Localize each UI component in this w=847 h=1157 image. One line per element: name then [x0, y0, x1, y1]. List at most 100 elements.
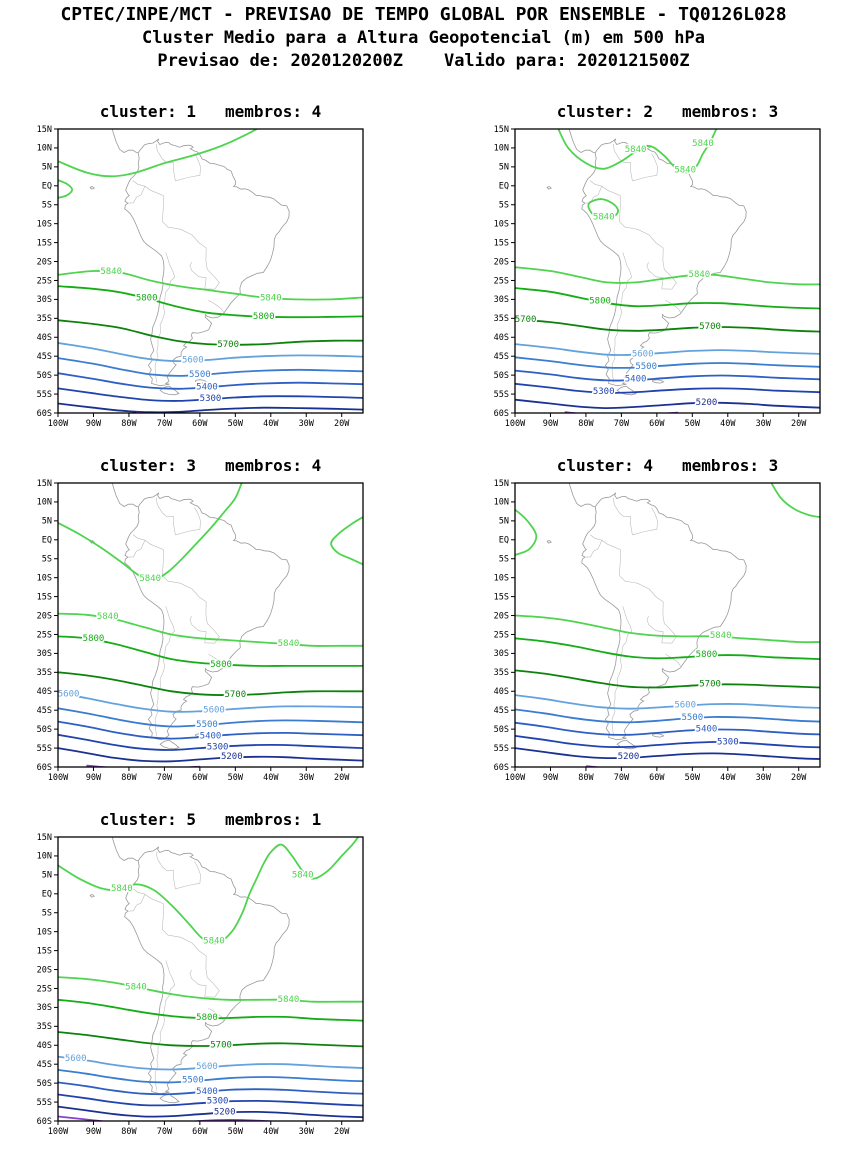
map-frame [514, 482, 821, 768]
contour-5700-line [58, 1031, 363, 1048]
contour-5400-line [58, 372, 363, 390]
cluster-panel-1: cluster: 1 membros: 4 5840 5840 5800 5800 570… [30, 101, 370, 447]
lon-tick-label: 40W [263, 419, 279, 429]
lat-tick-label: 15N [37, 479, 52, 489]
lon-tick-label: 70W [614, 419, 630, 429]
lat-tick-label: EQ [42, 536, 52, 546]
contour-5840-line [770, 483, 820, 518]
lat-tick-label: 35S [37, 1022, 52, 1032]
contour-label-5700: 5700 [224, 690, 246, 700]
contour-5840-line [58, 179, 74, 199]
country-border [155, 497, 176, 535]
contour-5800-line [58, 998, 363, 1022]
cluster-map: 5840 5840 5800 5800 5700 5600 5500 5400 5300 15N 1… [37, 125, 364, 429]
contour-label-5400: 5400 [200, 732, 222, 742]
coastline [616, 385, 637, 396]
country-border [646, 616, 677, 644]
contour-label-5840: 5840 [260, 293, 282, 303]
country-border [612, 497, 633, 535]
lat-tick-label: 20S [494, 257, 509, 267]
contour-label-5800: 5800 [83, 634, 105, 644]
lat-tick-label: 10S [494, 573, 509, 583]
lat-tick-label: 30S [37, 649, 52, 659]
lon-tick-label: 40W [720, 419, 736, 429]
lon-tick-label: 20W [791, 419, 807, 429]
panel-title: cluster: 4 membros: 3 [556, 456, 779, 475]
lat-tick-label: 5N [42, 871, 52, 881]
lat-tick-label: 5N [499, 517, 509, 527]
contour-5300-line [58, 1093, 363, 1107]
contour-label-5300: 5300 [207, 1097, 229, 1107]
lon-tick-label: 90W [543, 419, 559, 429]
lat-tick-label: 5S [499, 201, 509, 211]
lat-tick-label: 50S [37, 371, 52, 381]
contour-label-5840: 5840 [125, 982, 147, 992]
coastline [89, 186, 95, 190]
lat-tick-label: 60S [37, 1117, 52, 1127]
country-border [154, 960, 176, 1091]
lat-tick-label: 15N [37, 125, 52, 135]
lon-tick-label: 30W [756, 419, 772, 429]
lat-tick-label: 45S [37, 1060, 52, 1070]
lat-tick-label: 45S [494, 352, 509, 362]
contour-label-5840: 5840 [625, 145, 647, 155]
figure-subtitle: Cluster Medio para a Altura Geopotencial… [142, 28, 705, 48]
lon-tick-label: 80W [121, 773, 137, 783]
contour-5100-line [58, 1115, 282, 1121]
contour-label-5840: 5840 [111, 884, 133, 894]
lon-tick-label: 30W [299, 773, 315, 783]
contour-5840-line [515, 266, 820, 286]
country-border [175, 861, 201, 890]
contour-label-5840: 5840 [203, 937, 225, 947]
lat-tick-label: 55S [37, 390, 52, 400]
coastline [568, 483, 596, 508]
coastline [616, 739, 637, 750]
lon-tick-label: 40W [263, 1127, 279, 1137]
contour-5840-line [58, 270, 363, 301]
country-border [155, 851, 176, 889]
cluster-panel-4: cluster: 4 membros: 3 5840 5800 5700 5600 550… [487, 455, 827, 801]
contour-5840-line [557, 129, 718, 174]
lat-tick-label: 60S [494, 763, 509, 773]
contour-5300-line [58, 733, 363, 751]
lon-tick-label: 60W [192, 1127, 208, 1137]
lon-tick-label: 50W [228, 1127, 244, 1137]
country-border [611, 606, 633, 737]
contour-label-5600: 5600 [674, 700, 696, 710]
contour-5200-line [515, 747, 820, 760]
lat-tick-label: 55S [37, 1098, 52, 1108]
contour-5800-line [58, 635, 363, 667]
contour-5300-line [515, 735, 820, 749]
contour-label-5400: 5400 [196, 1087, 218, 1097]
lat-tick-label: 5N [42, 163, 52, 173]
contour-label-5500: 5500 [182, 1076, 204, 1086]
contour-label-5600: 5600 [58, 690, 80, 700]
contour-label-5300: 5300 [717, 737, 739, 747]
contour-5700-line [58, 319, 363, 346]
lon-tick-label: 20W [334, 419, 350, 429]
contour-label-5600: 5600 [196, 1062, 218, 1072]
lat-tick-label: 5N [499, 163, 509, 173]
coastline [159, 739, 180, 750]
lat-tick-label: 25S [494, 630, 509, 640]
contour-label-5840: 5840 [593, 213, 615, 223]
coastline [111, 483, 139, 508]
lon-tick-label: 70W [157, 419, 173, 429]
lat-tick-label: 10N [37, 144, 52, 154]
cluster-map: 5840 5840 5840 5800 5800 5700 5600 5600 5500 5400… [37, 479, 364, 783]
cluster-panel-3: cluster: 3 membros: 4 5840 5840 5840 5800 580… [30, 455, 370, 801]
lon-tick-label: 100W [505, 773, 526, 783]
lon-tick-label: 90W [86, 419, 102, 429]
country-border [208, 299, 225, 314]
contour-5700-line [515, 318, 820, 333]
contour-label-5600: 5600 [203, 706, 225, 716]
lat-tick-label: EQ [42, 182, 52, 192]
cluster-panel-2: cluster: 2 membros: 3 5840 5840 5840 5840 584… [487, 101, 827, 447]
lon-tick-label: 50W [685, 419, 701, 429]
contour-5840-line [330, 516, 363, 566]
lat-tick-label: 5S [42, 555, 52, 565]
contour-5200-line [58, 1105, 363, 1119]
contour-5600-line [58, 692, 363, 713]
lon-tick-label: 100W [505, 419, 526, 429]
figure-validity-line: Previsao de: 2020120200Z Valido para: 20… [157, 51, 690, 71]
